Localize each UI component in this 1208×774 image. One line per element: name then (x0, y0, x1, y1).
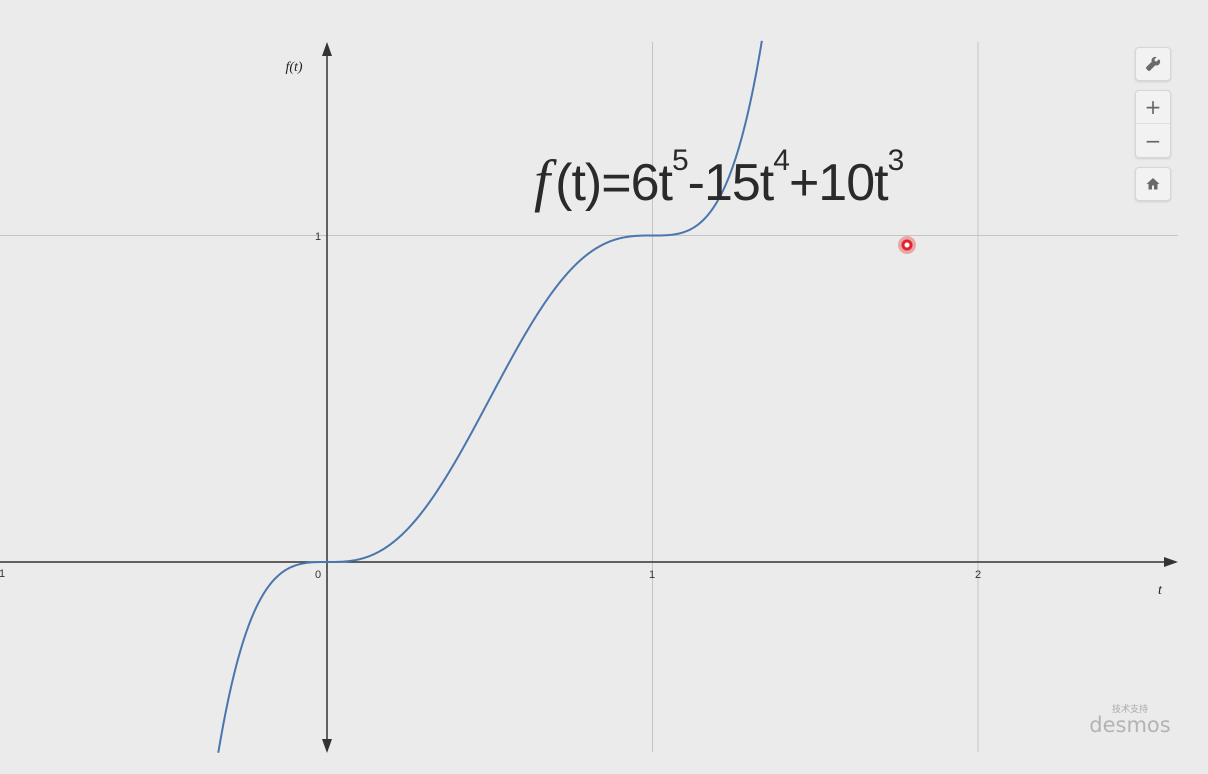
x-axis-arrow (1164, 557, 1178, 567)
grid-lines (0, 42, 1178, 752)
y-tick-label: 1 (315, 231, 321, 243)
y-axis-arrow-up (322, 42, 332, 56)
zoom-group: + − (1135, 90, 1173, 158)
formula-exp1: 5 (671, 144, 689, 177)
x-tick-label: 0 (315, 569, 321, 581)
home-button[interactable] (1135, 167, 1171, 201)
formula-body: (t)=6t (555, 154, 673, 212)
x-tick-label: 1 (0, 568, 5, 580)
logo-text: desmos (1089, 713, 1171, 737)
desmos-logo: 技术支持 desmos (1088, 706, 1172, 736)
curve-layer (217, 40, 763, 753)
tick-labels: 1 0 1 2 1 t f(t) (0, 60, 1163, 598)
x-axis-label: t (1158, 583, 1163, 598)
zoom-in-button[interactable]: + (1135, 90, 1171, 124)
x-tick-label: 2 (975, 569, 981, 581)
wrench-icon (1146, 56, 1161, 71)
formula-mid2: +10t (788, 154, 889, 212)
settings-button[interactable] (1135, 47, 1171, 81)
function-formula: f (t)=6t5-15t4+10t3 (534, 146, 904, 212)
formula-mid1: -15t (687, 154, 775, 212)
zoom-out-button[interactable]: − (1135, 124, 1171, 158)
watermark-text: 技术支持 (1111, 705, 1148, 715)
cursor-indicator (898, 236, 916, 254)
home-icon (1146, 178, 1160, 190)
formula-exp2: 4 (773, 144, 790, 177)
function-curve (217, 40, 763, 753)
axes (0, 42, 1178, 753)
formula-exp3: 3 (887, 144, 905, 177)
y-axis-label: f(t) (285, 60, 302, 75)
x-tick-label: 1 (649, 569, 655, 581)
y-axis-arrow-down (322, 739, 332, 753)
graph-controls: + − (1135, 47, 1173, 201)
formula-f: f (534, 148, 550, 213)
